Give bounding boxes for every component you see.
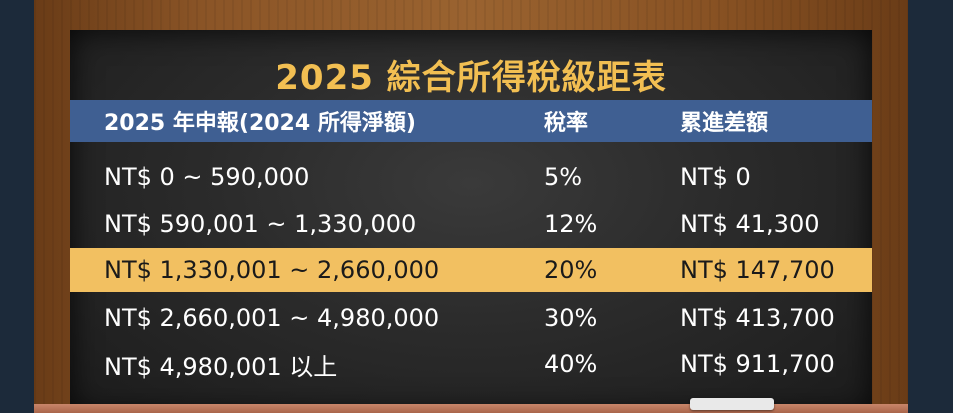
header-rate: 稅率 — [544, 111, 589, 136]
rate-cell: 12% — [544, 210, 598, 238]
rate-cell: 40% — [544, 350, 598, 378]
deduction-cell: NT$ 911,700 — [680, 350, 835, 378]
bracket-cell: NT$ 0 ~ 590,000 — [104, 163, 310, 191]
table-row: NT$ 590,001 ~ 1,330,000 12% NT$ 41,300 — [70, 202, 872, 246]
chalkboard: 2025 綜合所得稅級距表 2025 年申報(2024 所得淨額) 稅率 累進差… — [70, 30, 872, 413]
chalk-piece — [690, 398, 774, 410]
bracket-cell: NT$ 4,980,001 以上 — [104, 352, 338, 381]
table-row: NT$ 2,660,001 ~ 4,980,000 30% NT$ 413,70… — [70, 296, 872, 340]
chalk-tray — [34, 404, 908, 413]
table-row-highlighted: NT$ 1,330,001 ~ 2,660,000 20% NT$ 147,70… — [70, 248, 872, 292]
header-bracket: 2025 年申報(2024 所得淨額) — [104, 111, 416, 136]
deduction-cell: NT$ 147,700 — [680, 256, 835, 284]
bracket-cell: NT$ 2,660,001 ~ 4,980,000 — [104, 304, 440, 332]
rate-cell: 20% — [544, 256, 598, 284]
bracket-cell: NT$ 590,001 ~ 1,330,000 — [104, 210, 417, 238]
page-title: 2025 綜合所得稅級距表 — [275, 58, 667, 98]
header-deduction: 累進差額 — [680, 111, 769, 136]
table-row: NT$ 4,980,001 以上 40% NT$ 911,700 — [70, 342, 872, 386]
table-header: 2025 年申報(2024 所得淨額) 稅率 累進差額 — [70, 100, 872, 142]
rate-cell: 5% — [544, 163, 583, 191]
bracket-cell: NT$ 1,330,001 ~ 2,660,000 — [104, 256, 440, 284]
table-row: NT$ 0 ~ 590,000 5% NT$ 0 — [70, 155, 872, 199]
deduction-cell: NT$ 0 — [680, 163, 751, 191]
deduction-cell: NT$ 41,300 — [680, 210, 820, 238]
deduction-cell: NT$ 413,700 — [680, 304, 835, 332]
rate-cell: 30% — [544, 304, 598, 332]
